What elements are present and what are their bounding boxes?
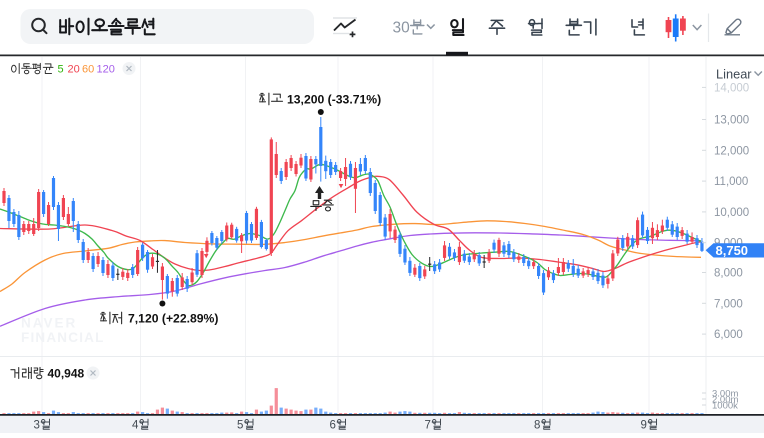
svg-text:8,000: 8,000	[714, 268, 743, 280]
svg-text:6: 6	[330, 419, 336, 431]
svg-text:30: 30	[393, 20, 411, 37]
svg-text:40,948: 40,948	[48, 367, 85, 381]
svg-text:2.00m: 2.00m	[712, 395, 738, 406]
svg-text:5: 5	[58, 64, 64, 76]
svg-text:Linear: Linear	[716, 66, 752, 81]
svg-text:6,000: 6,000	[714, 329, 743, 341]
svg-text:NAVER: NAVER	[21, 315, 77, 330]
svg-text:120: 120	[97, 64, 115, 76]
svg-text:5: 5	[237, 419, 243, 431]
svg-text:8,750: 8,750	[716, 243, 749, 258]
svg-text:8: 8	[534, 419, 540, 431]
svg-text:10,000: 10,000	[714, 207, 749, 219]
svg-text:7,120 (+22.89%): 7,120 (+22.89%)	[128, 312, 218, 326]
svg-text:11,000: 11,000	[714, 176, 748, 188]
svg-text:7: 7	[425, 419, 431, 431]
svg-text:4: 4	[132, 419, 139, 431]
svg-text:20: 20	[68, 64, 80, 76]
svg-text:14,000: 14,000	[714, 82, 749, 94]
svg-text:9: 9	[641, 419, 647, 431]
svg-text:3: 3	[34, 419, 40, 431]
svg-text:13,000: 13,000	[714, 115, 749, 127]
svg-text:3.00m: 3.00m	[712, 389, 738, 400]
svg-text:FINANCIAL: FINANCIAL	[21, 330, 105, 345]
svg-text:12,000: 12,000	[714, 145, 749, 157]
svg-text:13,200 (-33.71%): 13,200 (-33.71%)	[287, 93, 381, 107]
svg-text:7,000: 7,000	[714, 298, 743, 310]
svg-text:60: 60	[82, 64, 94, 76]
svg-text:1000k: 1000k	[712, 401, 738, 412]
